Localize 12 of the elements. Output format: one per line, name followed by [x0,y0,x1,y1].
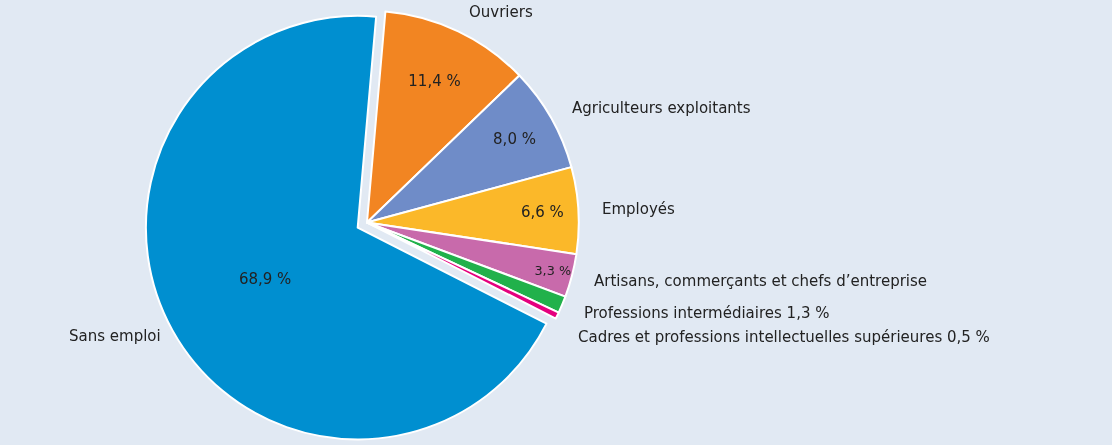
data-label: 3,3 % [534,262,572,278]
slice-label: Employés [602,200,676,218]
data-label: 68,9 % [238,270,292,289]
slice-label: Sans emploi [69,327,161,345]
slice-label: Professions intermédiaires 1,3 % [584,304,830,322]
slice-label: Ouvriers [469,3,533,21]
slice-label: Agriculteurs exploitants [572,99,751,117]
data-label: 8,0 % [493,129,536,148]
slice-label: Cadres et professions intellectuelles supérieures 0,5 % [578,328,990,346]
slice-label: Artisans, commerçants et chefs d’entreprise [594,272,928,290]
data-label: 11,4 % [408,71,461,90]
data-label: 6,6 % [520,203,564,222]
